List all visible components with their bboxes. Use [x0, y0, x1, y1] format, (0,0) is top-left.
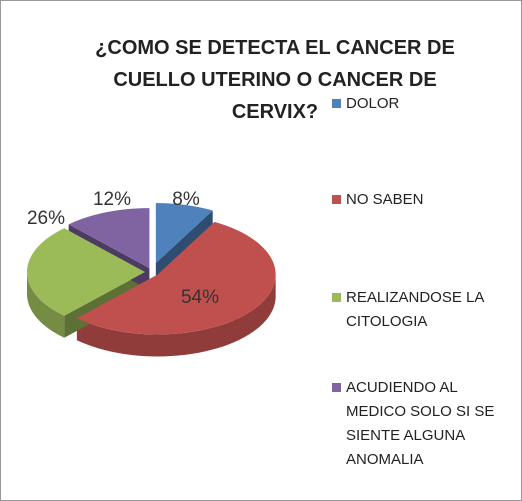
legend-entry: DOLOR: [332, 92, 506, 116]
legend-entry: REALIZANDOSE LA CITOLOGIA: [332, 286, 506, 334]
slice: [27, 228, 145, 316]
legend-entry: NO SABEN: [332, 188, 506, 212]
legend-swatch: [332, 383, 341, 392]
legend-label: ACUDIENDO AL MEDICO SOLO SI SE SIENTE AL…: [346, 379, 495, 468]
legend-entry: ACUDIENDO AL MEDICO SOLO SI SE SIENTE AL…: [332, 376, 506, 472]
data-label: 54%: [181, 287, 219, 308]
slice: [76, 221, 276, 335]
legend-swatch: [332, 99, 341, 108]
legend-swatch: [332, 195, 341, 204]
slice: [68, 208, 150, 269]
legend-swatch: [332, 293, 341, 302]
data-label: 8%: [172, 189, 200, 210]
slice: [155, 203, 213, 264]
slice-side: [27, 272, 65, 338]
data-label: 12%: [93, 189, 131, 210]
data-label: 26%: [27, 208, 65, 229]
chart-title: ¿COMO SE DETECTA EL CANCER DE CUELLO UTE…: [95, 37, 455, 123]
legend-label: NO SABEN: [346, 191, 424, 208]
legend-label: REALIZANDOSE LA CITOLOGIA: [346, 289, 484, 330]
slice-side: [76, 274, 276, 357]
legend-label: DOLOR: [346, 95, 400, 112]
